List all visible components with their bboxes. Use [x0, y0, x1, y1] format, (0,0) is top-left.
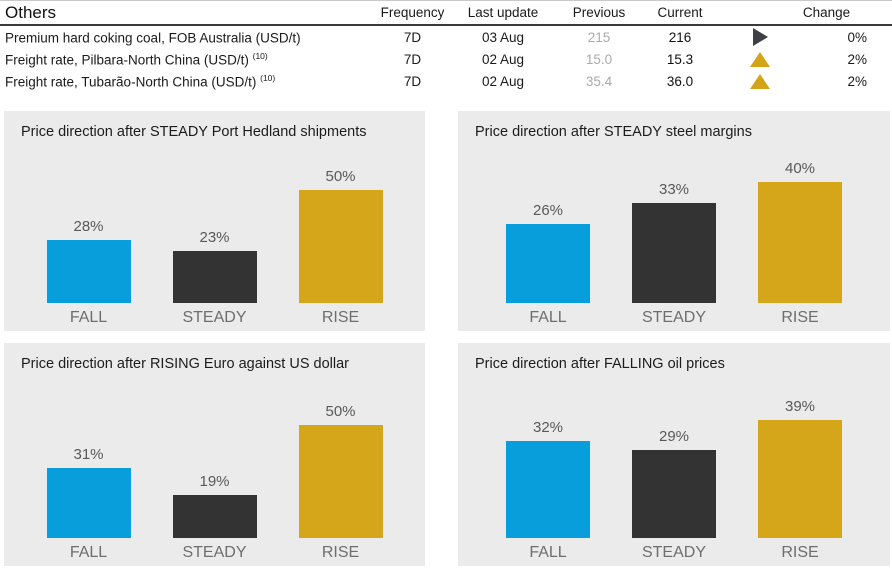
bar-chart: 31% FALL 19% STEADY 50% RISE [4, 372, 425, 566]
category-label: STEADY [641, 309, 706, 326]
chart-panel-steel-margins: Price direction after STEADY steel margi… [458, 111, 890, 331]
value-label: 39% [784, 398, 816, 415]
bar-column-rise: 50% RISE [298, 403, 383, 563]
category-label: RISE [321, 309, 360, 326]
change-percent: 2% [847, 51, 867, 67]
bar-fall [46, 240, 131, 303]
bar-fall [506, 224, 590, 303]
table-row: Premium hard coking coal, FOB Australia … [0, 26, 892, 48]
value-label: 28% [73, 218, 104, 235]
triangle-up-icon [750, 73, 770, 89]
bar-steady [632, 203, 716, 303]
category-label: STEADY [182, 544, 247, 561]
chart-title: Price direction after STEADY steel margi… [475, 124, 752, 140]
chart-panel-oil-prices: Price direction after FALLING oil prices… [458, 343, 890, 566]
change-percent: 2% [847, 73, 867, 89]
bar-column-steady: 29% STEADY [632, 428, 716, 563]
category-label: FALL [529, 309, 567, 326]
category-label: FALL [529, 544, 567, 561]
category-label: RISE [781, 309, 819, 326]
chart-grid: Price direction after STEADY Port Hedlan… [4, 111, 892, 566]
bar-column-steady: 23% STEADY [172, 229, 257, 328]
value-label: 19% [199, 473, 230, 490]
value-label: 23% [199, 229, 230, 246]
table-row: Freight rate, Tubarão-North China (USD/t… [0, 70, 892, 92]
bar-chart: 32% FALL 29% STEADY 39% RISE [458, 372, 890, 566]
last-update-value: 02 Aug [481, 73, 525, 89]
value-label: 33% [658, 181, 690, 198]
value-label: 40% [784, 160, 816, 177]
triangle-up-icon [750, 51, 770, 67]
bar-column-fall: 26% FALL [506, 202, 590, 328]
commodity-name: Freight rate, Pilbara-North China (USD/t… [5, 52, 249, 68]
bar-column-fall: 32% FALL [506, 419, 590, 563]
category-label: STEADY [182, 309, 247, 326]
bar-steady [172, 251, 257, 303]
current-value: 216 [668, 29, 692, 45]
current-value: 15.3 [666, 51, 694, 67]
commodity-label: Premium hard coking coal, FOB Australia … [0, 29, 372, 46]
bar-column-steady: 33% STEADY [632, 181, 716, 328]
value-label: 50% [325, 168, 356, 185]
last-update-value: 03 Aug [481, 29, 525, 45]
bar-rise [298, 425, 383, 538]
commodity-name: Freight rate, Tubarão-North China (USD/t… [5, 74, 257, 90]
bar-column-rise: 50% RISE [298, 168, 383, 328]
category-label: RISE [321, 544, 360, 561]
bar-column-fall: 31% FALL [46, 446, 131, 563]
table-row: Freight rate, Pilbara-North China (USD/t… [0, 48, 892, 70]
bar-steady [172, 495, 257, 538]
previous-value: 35.4 [585, 73, 613, 89]
bar-column-rise: 40% RISE [758, 160, 842, 328]
previous-value: 215 [587, 29, 611, 45]
table-header-row: Others Frequency Last update Previous Cu… [0, 1, 892, 26]
table-title: Others [5, 2, 57, 22]
footnote-marker: (10) [252, 50, 268, 61]
chart-panel-port-hedland: Price direction after STEADY Port Hedlan… [4, 111, 425, 331]
current-value: 36.0 [666, 73, 694, 89]
bar-column-fall: 28% FALL [46, 218, 131, 328]
commodity-name: Premium hard coking coal, FOB Australia … [5, 30, 301, 46]
frequency-value: 7D [403, 29, 422, 45]
value-label: 31% [73, 446, 104, 463]
category-label: FALL [69, 309, 108, 326]
triangle-right-icon [752, 28, 768, 46]
column-header-last-update: Last update [467, 5, 539, 20]
bar-chart: 28% FALL 23% STEADY 50% RISE [4, 140, 425, 331]
value-label: 32% [532, 419, 564, 436]
chart-panel-euro-usd: Price direction after RISING Euro agains… [4, 343, 425, 566]
change-percent: 0% [847, 29, 867, 45]
chart-title: Price direction after STEADY Port Hedlan… [21, 124, 367, 140]
bar-rise [758, 420, 842, 538]
chart-title: Price direction after RISING Euro agains… [21, 356, 349, 372]
value-label: 26% [532, 202, 564, 219]
previous-value: 15.0 [585, 51, 613, 67]
others-table: Others Frequency Last update Previous Cu… [0, 0, 892, 92]
bar-column-steady: 19% STEADY [172, 473, 257, 563]
column-header-frequency: Frequency [380, 5, 445, 20]
commodity-label: Freight rate, Tubarão-North China (USD/t… [0, 73, 372, 90]
category-label: RISE [781, 544, 819, 561]
bar-rise [758, 182, 842, 303]
value-label: 29% [658, 428, 690, 445]
frequency-value: 7D [403, 51, 422, 67]
column-header-change: Change [802, 5, 851, 20]
footnote-marker: (10) [260, 72, 276, 83]
column-header-previous: Previous [572, 5, 626, 20]
category-label: STEADY [641, 544, 706, 561]
chart-title: Price direction after FALLING oil prices [475, 356, 725, 372]
value-label: 50% [325, 403, 356, 420]
bar-fall [506, 441, 590, 538]
category-label: FALL [69, 544, 108, 561]
bar-steady [632, 450, 716, 538]
frequency-value: 7D [403, 73, 422, 89]
bar-rise [298, 190, 383, 303]
last-update-value: 02 Aug [481, 51, 525, 67]
column-header-current: Current [657, 5, 703, 20]
commodity-label: Freight rate, Pilbara-North China (USD/t… [0, 51, 372, 68]
bar-column-rise: 39% RISE [758, 398, 842, 563]
bar-fall [46, 468, 131, 538]
bar-chart: 26% FALL 33% STEADY 40% RISE [458, 140, 890, 331]
